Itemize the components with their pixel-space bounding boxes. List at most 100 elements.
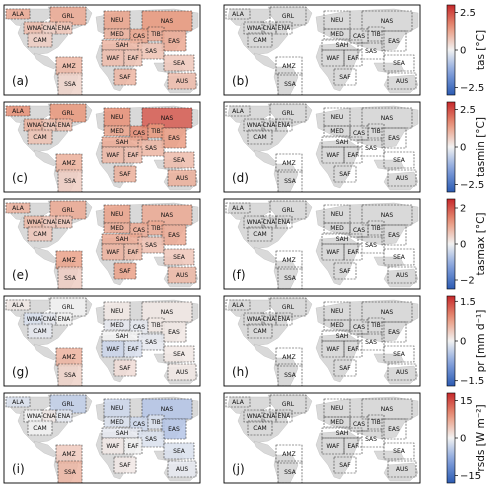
region-label-sea: SEA	[393, 351, 406, 358]
region-label-cam: CAM	[253, 328, 266, 335]
region-box-med	[323, 125, 351, 137]
region-cell-cna	[42, 410, 56, 422]
land-mass	[315, 396, 419, 440]
colorbar-bar	[446, 101, 456, 193]
region-label-ssa: SSA	[284, 178, 297, 185]
region-box-ala	[225, 105, 251, 117]
region-box-wna	[243, 118, 265, 132]
region-box-ssa	[57, 363, 83, 386]
region-cell-grl	[50, 298, 86, 316]
region-label-cna: CNA	[43, 219, 57, 226]
region-box-med	[323, 416, 351, 428]
region-cell-grl	[50, 395, 86, 413]
region-label-grl: GRL	[282, 401, 295, 408]
panel-label: (h)	[232, 365, 249, 379]
colorbar-label: rsds [W m⁻²]	[475, 404, 487, 471]
region-box-nas	[361, 107, 413, 129]
region-label-saf: SAF	[119, 365, 131, 372]
region-label-cas: CAS	[133, 227, 145, 234]
region-label-aus: AUS	[396, 78, 408, 85]
region-cell-ssa	[58, 461, 82, 483]
region-label-eaf: EAF	[127, 55, 139, 62]
region-box-nas	[141, 10, 193, 32]
region-label-eas: EAS	[388, 232, 400, 239]
region-box-ena	[275, 21, 293, 35]
region-cell-tib	[148, 221, 164, 235]
region-box-ssa	[277, 169, 303, 192]
colorbar-bar	[446, 198, 456, 290]
region-cell-aus	[168, 364, 196, 380]
region-cell-cam	[28, 421, 52, 435]
region-label-sah: SAH	[336, 42, 349, 49]
region-label-tib: TIB	[150, 225, 161, 232]
panel-label: (c)	[12, 171, 28, 185]
region-box-med	[103, 416, 131, 428]
region-label-wna: WNA	[27, 25, 42, 32]
colorbar-bar	[446, 392, 456, 484]
region-box-ena	[55, 118, 73, 132]
region-label-waf: WAF	[106, 346, 120, 353]
region-label-eas: EAS	[168, 426, 180, 433]
region-box-sas	[137, 236, 165, 254]
region-cell-cna	[42, 313, 56, 325]
region-box-aus	[167, 363, 197, 381]
region-cell-nas	[142, 11, 192, 31]
region-label-sah: SAH	[336, 236, 349, 243]
region-box-cam	[247, 420, 273, 436]
region-label-waf: WAF	[326, 152, 340, 159]
region-box-tib	[367, 26, 385, 42]
region-box-neu	[323, 301, 351, 321]
region-cell-ssa	[58, 170, 82, 192]
region-label-sah: SAH	[116, 430, 129, 437]
region-box-ala	[225, 396, 251, 408]
region-box-sas	[357, 236, 385, 254]
region-cell-cna	[42, 119, 56, 131]
region-label-tib: TIB	[150, 322, 161, 329]
region-label-neu: NEU	[111, 308, 124, 315]
panel-label: (g)	[12, 365, 29, 379]
region-label-amz: AMZ	[62, 257, 75, 264]
region-box-aus	[167, 169, 197, 187]
map-panel-j: ALA GRL NEU NAS WNA CNA ENA MED CAS TIB EAS CAM SAH S…	[223, 392, 421, 484]
region-box-sas	[357, 42, 385, 60]
colorbar-tick-label: 0	[460, 240, 466, 251]
region-box-cam	[247, 129, 273, 145]
region-label-wna: WNA	[27, 219, 42, 226]
land-mass	[315, 430, 361, 480]
region-label-sea: SEA	[393, 157, 406, 164]
region-label-waf: WAF	[326, 346, 340, 353]
region-cell-tib	[148, 27, 164, 41]
region-cell-saf	[114, 166, 136, 182]
region-cell-med	[104, 126, 130, 136]
region-box-ssa	[57, 460, 83, 483]
region-label-ssa: SSA	[64, 178, 77, 185]
colorbar-tick-label: −2.5	[460, 83, 484, 94]
region-box-nas	[361, 301, 413, 323]
region-cell-neu	[104, 11, 130, 29]
region-label-ena: ENA	[58, 219, 71, 226]
region-box-ena	[275, 409, 293, 423]
land-mass	[33, 52, 57, 70]
region-label-med: MED	[330, 419, 344, 426]
region-label-sah: SAH	[116, 139, 129, 146]
region-box-amz	[275, 56, 303, 76]
region-cell-cam	[28, 130, 52, 144]
region-label-cas: CAS	[353, 130, 365, 137]
region-cell-ssa	[58, 267, 82, 289]
region-box-amz	[55, 153, 83, 173]
colorbar-tick-label: −2.5	[460, 180, 484, 191]
region-box-amz	[55, 56, 83, 76]
region-label-cna: CNA	[263, 25, 277, 32]
region-box-amz	[275, 153, 303, 173]
region-label-amz: AMZ	[282, 257, 295, 264]
region-cell-amz	[56, 154, 82, 172]
region-label-aus: AUS	[176, 78, 188, 85]
region-label-nas: NAS	[381, 212, 394, 219]
region-label-sah: SAH	[336, 333, 349, 340]
region-cell-aus	[168, 170, 196, 186]
colorbar-label: tas [°C]	[475, 30, 487, 70]
region-box-eas	[161, 321, 187, 343]
region-cell-nas	[142, 108, 192, 128]
region-cell-neu	[104, 205, 130, 223]
